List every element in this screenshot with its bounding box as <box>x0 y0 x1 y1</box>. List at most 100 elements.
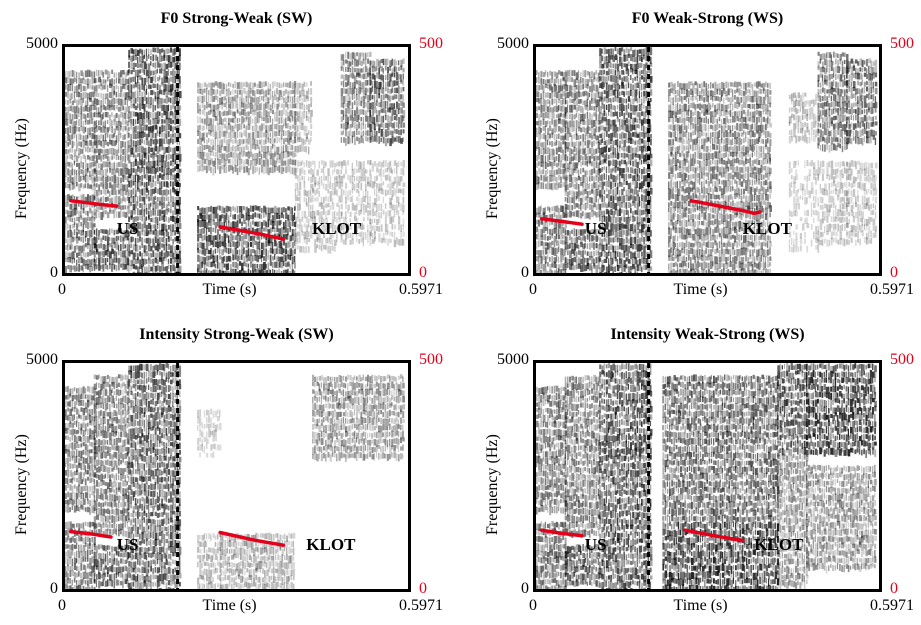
spectrogram-cell-segment-0 <box>564 235 568 244</box>
spectrogram-cell-segment-1 <box>573 99 576 105</box>
spectrogram-cell-segment-3 <box>245 263 248 267</box>
spectrogram-cell-segment-7 <box>389 138 392 147</box>
spectrogram-cell-segment-3 <box>223 96 226 101</box>
spectrogram-cell-segment-7 <box>371 60 375 68</box>
spectrogram-cell-segment-6 <box>353 67 356 73</box>
spectrogram-cell-segment-1 <box>584 90 588 96</box>
spectrogram-cell-segment-1 <box>100 251 103 256</box>
spectrogram-cell-segment-0 <box>71 100 74 106</box>
spectrogram-cell-segment-6 <box>358 168 361 173</box>
spectrogram-cell-segment-7 <box>376 100 378 106</box>
spectrogram-cell-segment-3 <box>219 166 222 174</box>
spectrogram-cell-segment-3 <box>269 236 273 244</box>
spectrogram-cell-segment-2 <box>141 138 143 144</box>
spectrogram-cell-segment-7 <box>402 129 405 134</box>
spectrogram-cell-segment-7 <box>384 109 387 116</box>
spectrogram-cell-segment-2 <box>154 236 157 244</box>
spectrogram-cell-segment-2 <box>623 63 626 68</box>
spectrogram-cell-segment-1 <box>588 100 591 106</box>
spectrogram-cell-segment-1 <box>586 140 590 149</box>
spectrogram-cell-segment-3 <box>280 242 283 249</box>
spectrogram-cell-segment-1 <box>591 114 593 121</box>
spectrogram-cell-segment-2 <box>614 96 617 102</box>
spectrogram-cell-segment-2 <box>161 77 164 85</box>
spectrogram-cell-segment-3 <box>291 96 294 104</box>
spectrogram-cell-segment-0 <box>549 107 552 113</box>
spectrogram-cell-segment-3 <box>212 130 215 138</box>
spectrogram-cell-segment-2 <box>148 264 150 272</box>
spectrogram-cell-segment-6 <box>356 237 358 243</box>
spectrogram-cell-segment-3 <box>265 110 268 117</box>
spectrogram-cell-segment-0 <box>82 169 85 178</box>
spectrogram-cell-segment-2 <box>623 120 627 126</box>
spectrogram-cell-segment-5 <box>323 197 325 204</box>
spectrogram-cell-segment-2 <box>619 189 621 198</box>
spectrogram-cell-segment-0 <box>67 134 70 142</box>
spectrogram-cell-segment-2 <box>605 97 609 103</box>
spectrogram-cell-segment-2 <box>619 272 622 273</box>
spectrogram-cell-segment-1 <box>584 141 586 146</box>
spectrogram-cell-segment-3 <box>223 146 226 151</box>
spectrogram-cell-segment-2 <box>608 110 610 116</box>
spectrogram-cell-segment-0 <box>91 118 93 125</box>
spectrogram-cell-segment-1 <box>584 189 587 194</box>
spectrogram-cell-segment-2 <box>152 188 156 195</box>
spectrogram-cell-segment-0 <box>73 208 77 216</box>
spectrogram-cell-segment-3 <box>219 215 222 222</box>
spectrogram-cell-segment-1 <box>588 105 591 111</box>
spectrogram-cell-segment-6 <box>364 66 368 73</box>
spectrogram-cell-segment-6 <box>345 211 347 220</box>
spectrogram-cell-segment-3 <box>271 227 274 232</box>
spectrogram-cell-segment-7 <box>402 210 404 215</box>
spectrogram-cell-segment-0 <box>65 106 67 112</box>
spectrogram-cell-segment-3 <box>249 249 252 257</box>
spectrogram-cell-segment-2 <box>165 257 167 262</box>
spectrogram-cell-segment-0 <box>82 175 85 181</box>
spectrogram-cell-segment-2 <box>630 98 632 106</box>
spectrogram-cell-segment-6 <box>360 117 362 122</box>
spectrogram-cell-segment-7 <box>371 136 374 142</box>
spectrogram-cell-segment-1 <box>102 235 105 240</box>
spectrogram-cell-segment-2 <box>623 168 625 173</box>
spectrogram-cell-segment-7 <box>380 174 382 182</box>
spectrogram-cell-segment-3 <box>289 110 292 117</box>
spectrogram-cell-segment-5 <box>334 168 336 173</box>
spectrogram-cell-segment-1 <box>575 72 579 80</box>
spectrogram-cell-segment-3 <box>234 95 237 103</box>
spectrogram-cell-segment-0 <box>562 212 565 218</box>
spectrogram-cell-segment-1 <box>595 257 598 264</box>
spectrogram-cell-segment-2 <box>132 92 135 99</box>
spectrogram-cell-segment-3 <box>201 227 205 234</box>
spectrogram-cell-segment-1 <box>117 126 121 135</box>
spectrogram-cell-segment-3 <box>287 103 289 110</box>
spectrogram-cell-segment-1 <box>113 162 115 170</box>
spectrogram-cell-segment-3 <box>227 103 231 109</box>
spectrogram-cell-segment-3 <box>289 248 293 256</box>
spectrogram-cell-segment-2 <box>170 147 172 152</box>
spectrogram-cell-segment-2 <box>610 209 613 216</box>
spectrogram-cell-segment-2 <box>134 105 138 111</box>
spectrogram-cell-segment-1 <box>575 120 578 128</box>
spectrogram-cell-segment-3 <box>232 206 235 211</box>
chart-title: F0 Weak-Strong (WS) <box>631 10 784 27</box>
spectrogram-cell-segment-7 <box>402 188 405 196</box>
spectrogram-cell-segment-5 <box>327 237 330 244</box>
spectrogram-cell-segment-4 <box>301 224 303 233</box>
spectrogram-cell-segment-0 <box>562 175 565 180</box>
spectrogram-cell-segment-2 <box>172 187 175 193</box>
spectrogram-cell-segment-2 <box>150 147 153 153</box>
spectrogram-cell-segment-4 <box>294 160 297 167</box>
spectrogram-cell-segment-0 <box>78 202 80 207</box>
spectrogram-cell-segment-3 <box>230 268 232 273</box>
spectrogram-cell-segment-3 <box>249 132 252 139</box>
spectrogram-cell-segment-0 <box>71 134 74 140</box>
spectrogram-cell-segment-6 <box>367 216 369 221</box>
spectrogram-cell-segment-3 <box>252 158 255 167</box>
spectrogram-cell-segment-1 <box>580 162 583 167</box>
spectrogram-cell-segment-2 <box>167 202 170 206</box>
spectrogram-cell-segment-7 <box>391 223 394 230</box>
spectrogram-cell-segment-1 <box>566 244 570 250</box>
spectrogram-cell-segment-3 <box>276 96 279 103</box>
spectrogram-cell-segment-1 <box>571 120 574 127</box>
spectrogram-cell-segment-2 <box>132 271 136 273</box>
